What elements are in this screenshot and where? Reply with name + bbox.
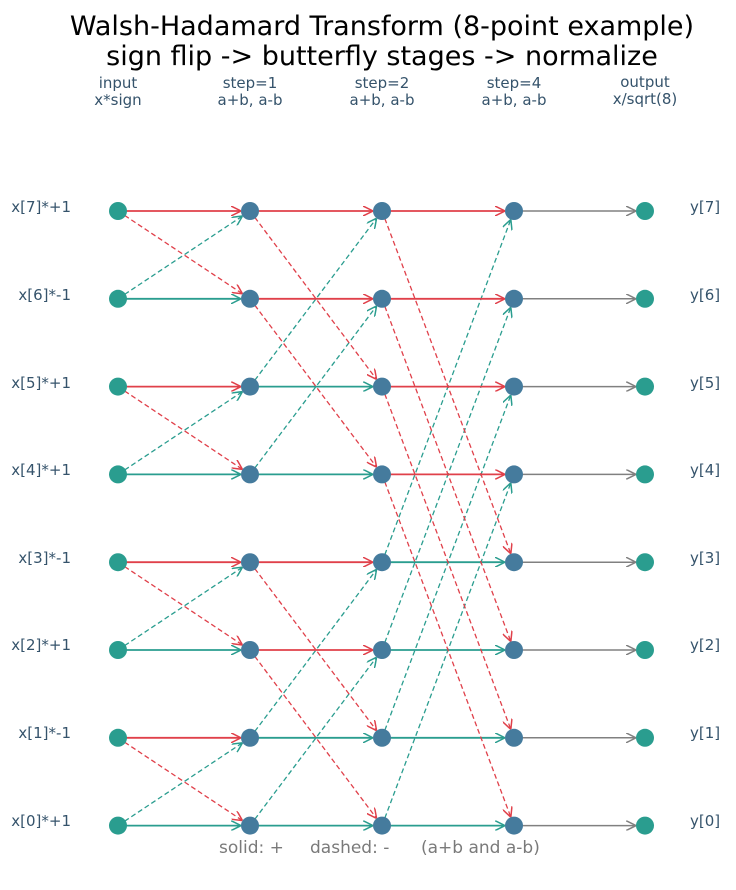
input-label: x[0]*+1 (11, 812, 71, 830)
stage-node (505, 553, 523, 572)
title-line-1: Walsh-Hadamard Transform (8-point exampl… (70, 11, 694, 42)
output-label: y[6] (690, 286, 720, 304)
stage-node (241, 289, 259, 308)
stage-node (373, 816, 391, 835)
output-node (636, 553, 654, 572)
stage-node (373, 553, 391, 572)
plus-edge (254, 656, 376, 817)
input-node (109, 728, 127, 747)
input-label: x[6]*-1 (18, 286, 71, 304)
stage-node (505, 641, 523, 659)
legend-note: (a+b and a-b) (421, 838, 540, 858)
col-header-step1-sub: a+b, a-b (218, 91, 283, 109)
input-label: x[5]*+1 (11, 374, 71, 392)
output-label: y[1] (690, 724, 720, 742)
minus-edge (384, 308, 511, 643)
stage-node (241, 377, 259, 396)
stage-node (241, 202, 259, 220)
plus-edge (124, 566, 242, 645)
output-node (636, 289, 654, 308)
plus-edge (254, 217, 376, 378)
minus-edge (384, 396, 511, 731)
input-label: x[7]*+1 (11, 198, 71, 216)
input-node (109, 377, 127, 396)
output-node (636, 465, 654, 484)
output-node (636, 377, 654, 396)
legend-solid: solid: + (219, 838, 284, 858)
stage-node (373, 202, 391, 220)
output-node (636, 202, 654, 220)
stage-node (373, 465, 391, 484)
stage-node (505, 289, 523, 308)
plus-edge (384, 481, 511, 816)
col-header-output: output (620, 73, 670, 91)
col-header-step1: step=1 (223, 74, 278, 92)
plus-edge (384, 218, 511, 552)
input-node (109, 465, 127, 484)
edge-layer (124, 211, 635, 826)
stage-node (505, 728, 523, 747)
plus-edge (384, 393, 511, 728)
stage-node (505, 377, 523, 396)
col-header-step4: step=4 (487, 74, 542, 92)
stage-node (373, 641, 391, 659)
title-line-2: sign flip -> butterfly stages -> normali… (106, 41, 658, 72)
input-label: x[2]*+1 (11, 636, 71, 654)
stage-node (241, 641, 259, 659)
input-label: x[1]*-1 (18, 724, 71, 742)
stage-node (241, 728, 259, 747)
col-header-output-sub: x/sqrt(8) (613, 90, 678, 108)
minus-edge (124, 743, 242, 822)
output-node (636, 728, 654, 747)
minus-edge (124, 392, 242, 471)
plus-edge (254, 304, 376, 466)
input-node (109, 289, 127, 308)
col-header-step2-sub: a+b, a-b (350, 91, 415, 109)
output-label: y[0] (690, 812, 720, 830)
stage-node (241, 553, 259, 572)
input-label: x[4]*+1 (11, 461, 71, 479)
col-header-input-sub: x*sign (94, 91, 141, 109)
stage-node (505, 465, 523, 484)
input-node (109, 816, 127, 835)
plus-edge (384, 306, 511, 640)
plus-edge (254, 568, 376, 730)
output-label: y[2] (690, 636, 720, 654)
stage-node (373, 728, 391, 747)
stage-node (505, 202, 523, 220)
input-node (109, 641, 127, 659)
stage-node (505, 816, 523, 835)
col-header-step2: step=2 (355, 74, 410, 92)
plus-edge (124, 214, 242, 293)
col-header-input: input (99, 74, 138, 92)
input-node (109, 202, 127, 220)
output-label: y[5] (690, 374, 720, 392)
minus-edge (124, 568, 242, 647)
input-label: x[3]*-1 (18, 549, 71, 567)
output-node (636, 641, 654, 659)
stage-node (373, 377, 391, 396)
node-layer (109, 202, 654, 835)
stage-node (241, 465, 259, 484)
output-label: y[3] (690, 549, 720, 567)
output-label: y[7] (690, 198, 720, 216)
input-node (109, 553, 127, 572)
plus-edge (124, 390, 242, 469)
legend-dashed: dashed: - (310, 838, 389, 858)
minus-edge (384, 484, 511, 819)
stage-node (241, 816, 259, 835)
output-node (636, 816, 654, 835)
minus-edge (384, 220, 511, 555)
col-header-step4-sub: a+b, a-b (482, 91, 547, 109)
plus-edge (124, 741, 242, 820)
stage-node (373, 289, 391, 308)
minus-edge (124, 217, 242, 295)
output-label: y[4] (690, 461, 720, 479)
